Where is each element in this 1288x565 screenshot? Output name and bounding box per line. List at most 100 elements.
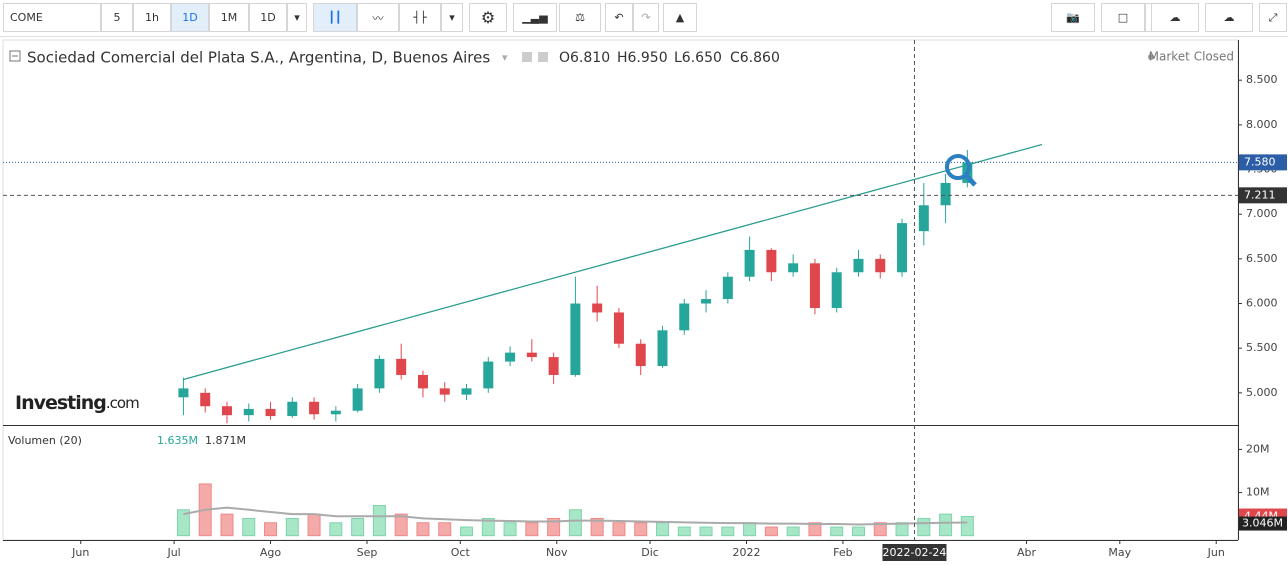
- volume-bar: [329, 522, 343, 537]
- candle-body: [309, 401, 320, 415]
- last-price-label: 7.580: [1244, 155, 1276, 168]
- y-tick-label: 5.000: [1246, 386, 1278, 399]
- candle-body: [940, 182, 951, 206]
- market-status: Market Closed: [1149, 50, 1234, 64]
- interval-button[interactable]: 1M: [209, 3, 249, 32]
- volume-pane: [176, 483, 974, 537]
- candle-body: [853, 258, 864, 273]
- logo-name: Investing: [15, 392, 106, 414]
- candles-button[interactable]: ┃┃: [313, 3, 357, 32]
- volume-bar: [917, 517, 931, 537]
- price-pane: [178, 143, 1043, 424]
- interval-button[interactable]: 1h: [133, 3, 171, 32]
- candle-body: [809, 263, 820, 308]
- icon: [538, 52, 548, 62]
- alert-button[interactable]: ▲: [663, 3, 697, 32]
- candle-body: [701, 299, 712, 304]
- volume-title: Volumen (20): [8, 434, 82, 447]
- dropdown[interactable]: ▾: [441, 3, 463, 32]
- volume-bar: [808, 522, 822, 537]
- ohlc-open: O6.810: [559, 50, 610, 66]
- volume-bar: [351, 517, 365, 537]
- candle-body: [744, 249, 755, 277]
- volume-ma: [183, 506, 968, 526]
- candle-body: [897, 223, 908, 273]
- volume-bar: [285, 517, 299, 537]
- compare-button[interactable]: ⚖: [559, 3, 601, 32]
- x-tick-label: Jun: [71, 546, 89, 559]
- candle-body: [439, 388, 450, 395]
- x-tick-label: Dic: [641, 546, 659, 559]
- candle-body: [766, 249, 777, 273]
- volume-bar: [830, 526, 844, 537]
- volume-bar: [677, 526, 691, 537]
- y-tick-label: 20M: [1246, 442, 1270, 455]
- volume-bar: [960, 516, 974, 537]
- icon: [522, 52, 532, 62]
- load-button[interactable]: ☁: [1151, 3, 1199, 32]
- candle-body: [483, 361, 494, 389]
- dropdown[interactable]: ▾: [287, 3, 307, 32]
- indicators-button[interactable]: ▁▃▅: [513, 3, 557, 32]
- candle-body: [374, 358, 385, 389]
- candle-body: [875, 258, 886, 273]
- fullscreen-button[interactable]: ⤢: [1259, 3, 1287, 32]
- volume-bar: [939, 513, 953, 537]
- volume-bar: [394, 513, 408, 537]
- last-price-label-bg: [1239, 154, 1287, 171]
- interval-button[interactable]: 1D: [171, 3, 209, 32]
- ohlc-close: C6.860: [730, 50, 780, 66]
- axes: 5.0005.5006.0006.5007.0007.5008.0008.500…: [3, 40, 1287, 561]
- candle-body: [635, 343, 646, 367]
- candle-body: [570, 303, 581, 375]
- logo-suffix: .com: [106, 394, 139, 412]
- candle-body: [548, 357, 559, 375]
- volume-bar: [416, 522, 430, 537]
- x-tick-label: May: [1108, 546, 1131, 559]
- volume-bar: [547, 517, 561, 537]
- line-button[interactable]: 〰: [357, 3, 399, 32]
- volume-bar: [176, 509, 190, 537]
- volume-bar: [242, 517, 256, 537]
- y-tick-label: 8.000: [1246, 118, 1278, 131]
- candle-body: [831, 272, 842, 308]
- y-tick-label: 8.500: [1246, 73, 1278, 86]
- magnifier-icon: [945, 154, 971, 180]
- x-tick-label: Ago: [260, 546, 282, 559]
- candle-body: [287, 401, 298, 417]
- volume-bar: [873, 522, 887, 537]
- volume-bar: [438, 522, 452, 537]
- interval-button[interactable]: 5: [101, 3, 133, 32]
- volume-bar: [525, 522, 539, 537]
- crosshair-y-label: 7.211: [1244, 188, 1276, 201]
- candle-body: [788, 263, 799, 273]
- settings-button[interactable]: ⚙: [469, 3, 507, 32]
- save-button[interactable]: ☁: [1205, 3, 1253, 32]
- candle-body: [722, 276, 733, 300]
- candle-body: [505, 352, 516, 362]
- y-tick-label: 6.500: [1246, 252, 1278, 265]
- volume-bar: [372, 504, 386, 537]
- layout-button[interactable]: □: [1101, 3, 1145, 32]
- candle-body: [592, 303, 603, 313]
- chart: 5.0005.5006.0006.5007.0007.5008.0008.500…: [2, 39, 1287, 561]
- range-button[interactable]: 1D: [249, 3, 287, 32]
- volume-bar: [460, 526, 474, 537]
- candle-body: [330, 410, 341, 415]
- logo: Investing.com: [15, 392, 139, 414]
- redo-button[interactable]: ↷: [633, 3, 659, 32]
- magnifier-icon: [964, 173, 977, 187]
- snapshot-button[interactable]: 📷: [1051, 3, 1095, 32]
- bars-button[interactable]: ┤├: [399, 3, 441, 32]
- candle-body: [396, 358, 407, 375]
- collapse-icon[interactable]: [9, 50, 21, 62]
- toolbar: COME 5 1h 1D 1M 1D ▾ ┃┃ 〰 ┤├ ▾ ⚙ ▁▃▅ ⚖ ↶…: [0, 0, 1288, 37]
- undo-button[interactable]: ↶: [605, 3, 633, 32]
- dropdown[interactable]: ▾: [502, 51, 508, 64]
- candle-body: [526, 352, 537, 358]
- symbol-input[interactable]: COME: [3, 3, 101, 32]
- volume-bar: [590, 517, 604, 537]
- candle-body: [918, 205, 929, 232]
- candle-body: [417, 374, 428, 389]
- volume-bar: [721, 526, 735, 537]
